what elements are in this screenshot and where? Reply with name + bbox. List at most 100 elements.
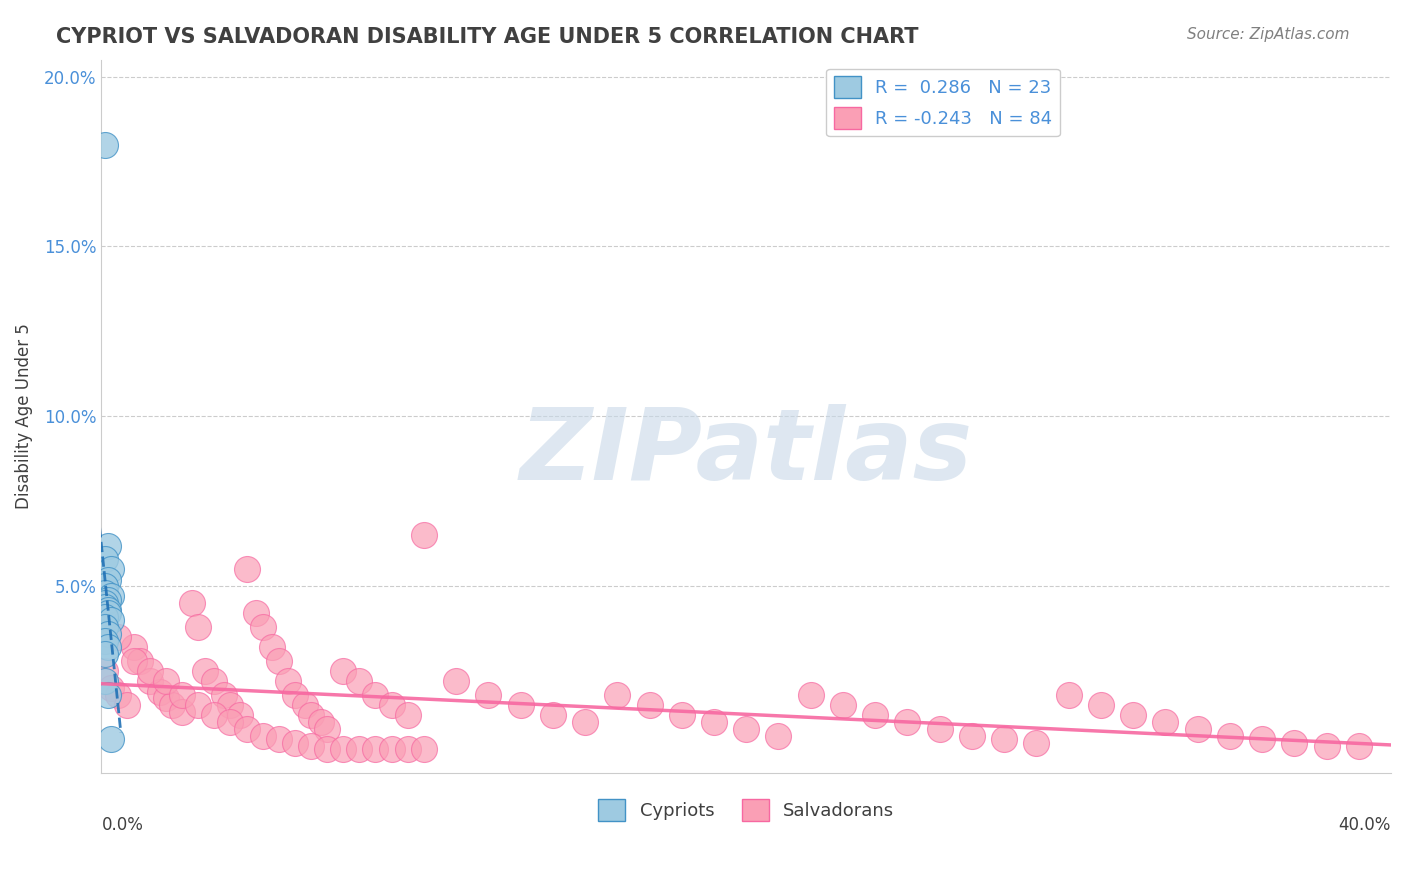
Point [638,698,661,713]
Point [202,674,225,689]
Point [284,736,307,750]
Point [245,607,267,621]
Point [863,708,886,723]
Point [229,708,252,723]
Point [117,698,139,713]
Point [671,708,693,723]
Point [309,715,332,730]
Text: CYPRIOT VS SALVADORAN DISABILITY AGE UNDER 5 CORRELATION CHART: CYPRIOT VS SALVADORAN DISABILITY AGE UND… [56,27,918,46]
Point [262,640,284,655]
Point [1347,739,1369,753]
Point [1315,739,1337,753]
Point [364,688,387,702]
Point [170,705,193,719]
Point [97,603,120,617]
Point [100,613,122,627]
Point [148,684,170,698]
Point [97,688,120,702]
Point [1187,722,1209,736]
Point [122,654,145,668]
Point [267,732,290,747]
Point [107,630,129,644]
Point [155,674,177,689]
Point [93,552,115,566]
Y-axis label: Disability Age Under 5: Disability Age Under 5 [15,324,32,509]
Point [1251,732,1274,747]
Point [332,665,354,679]
Text: 0.0%: 0.0% [101,816,143,834]
Point [993,732,1015,747]
Point [349,742,371,756]
Point [122,640,145,655]
Point [381,698,404,713]
Point [252,729,274,743]
Point [412,528,434,542]
Point [93,596,115,610]
Point [284,688,307,702]
Point [93,647,115,661]
Point [332,742,354,756]
Point [960,729,983,743]
Point [509,698,531,713]
Point [1090,698,1112,713]
Point [896,715,918,730]
Point [139,674,162,689]
Point [299,708,322,723]
Point [364,742,387,756]
Point [396,742,419,756]
Point [735,722,758,736]
Point [316,742,339,756]
Point [703,715,725,730]
Point [97,539,120,553]
Point [93,137,115,152]
Point [97,640,120,655]
Point [574,715,596,730]
Point [1122,708,1144,723]
Point [832,698,855,713]
Text: 40.0%: 40.0% [1339,816,1391,834]
Point [100,562,122,576]
Point [187,698,209,713]
Point [93,586,115,600]
Text: ZIPatlas: ZIPatlas [520,403,973,500]
Point [155,691,177,706]
Point [97,607,120,621]
Point [180,596,202,610]
Point [93,674,115,689]
Point [93,633,115,648]
Point [100,732,122,747]
Point [129,654,152,668]
Point [294,698,316,713]
Text: Source: ZipAtlas.com: Source: ZipAtlas.com [1187,27,1350,42]
Point [299,739,322,753]
Legend: Cypriots, Salvadorans: Cypriots, Salvadorans [591,792,901,829]
Point [93,665,115,679]
Point [235,722,257,736]
Point [219,698,242,713]
Point [194,665,217,679]
Point [162,698,184,713]
Point [100,590,122,604]
Point [139,665,162,679]
Point [1025,736,1047,750]
Point [235,562,257,576]
Point [349,674,371,689]
Point [93,579,115,593]
Point [541,708,564,723]
Point [93,620,115,634]
Point [219,715,242,730]
Point [477,688,499,702]
Point [100,681,122,696]
Point [396,708,419,723]
Point [800,688,823,702]
Point [107,688,129,702]
Point [93,599,115,614]
Point [170,688,193,702]
Point [267,654,290,668]
Point [97,627,120,641]
Point [1057,688,1080,702]
Point [606,688,628,702]
Point [212,688,235,702]
Point [187,620,209,634]
Point [381,742,404,756]
